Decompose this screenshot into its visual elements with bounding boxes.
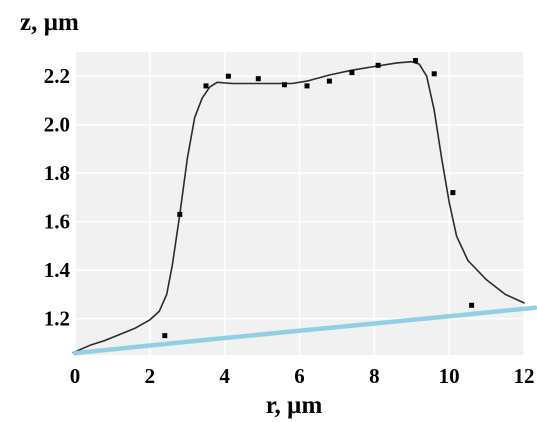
data-point [162, 333, 168, 339]
y-tick-label: 1.2 [44, 307, 70, 331]
x-tick-label: 10 [439, 364, 460, 388]
data-point [304, 83, 310, 89]
data-point [282, 82, 287, 88]
x-tick-label: 4 [219, 364, 230, 388]
data-point [431, 71, 437, 77]
data-point [450, 190, 456, 196]
tick-labels: 0 2 4 6 8 10 12 1.2 1.4 1.6 1.8 2.0 2.2 [44, 64, 535, 388]
data-point [413, 58, 418, 63]
y-tick-label: 2.0 [44, 113, 70, 137]
profile-fit-line [72, 60, 525, 354]
x-axis-title: r, µm [266, 392, 323, 419]
y-tick-label: 2.2 [44, 64, 70, 88]
grid-lines [74, 52, 525, 355]
baseline-series-line [72, 305, 537, 356]
x-tick-label: 0 [70, 364, 81, 388]
data-point [203, 83, 209, 89]
data-point [349, 70, 355, 76]
series-layer [72, 58, 537, 356]
data-point [225, 73, 231, 79]
x-tick-label: 2 [145, 364, 156, 388]
data-point [469, 302, 475, 308]
x-tick-label: 6 [294, 364, 305, 388]
data-point [177, 211, 183, 217]
data-point [375, 62, 381, 68]
data-point [255, 76, 261, 82]
x-tick-label: 12 [514, 364, 535, 388]
x-tick-label: 8 [369, 364, 380, 388]
data-point [326, 78, 332, 84]
y-tick-label: 1.8 [44, 161, 70, 185]
y-tick-label: 1.6 [44, 210, 70, 234]
y-axis-title: z, µm [20, 9, 79, 36]
y-tick-label: 1.4 [44, 258, 71, 282]
